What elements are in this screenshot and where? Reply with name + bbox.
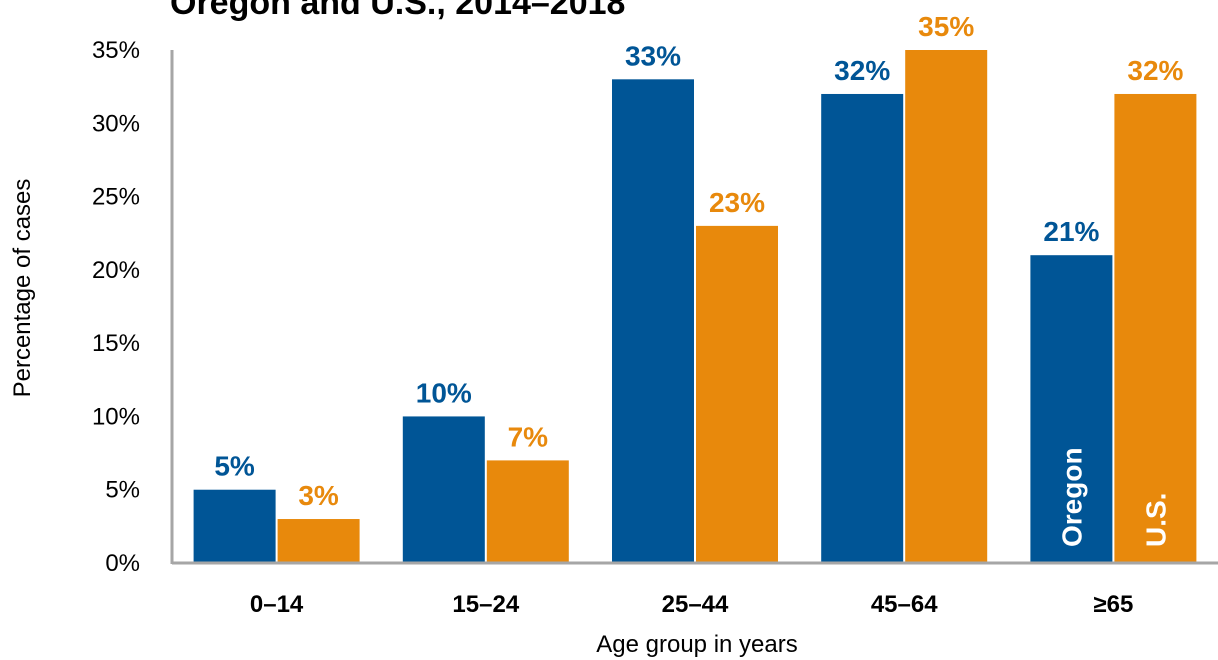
bars-group [193, 50, 1197, 564]
data-label: 5% [214, 451, 255, 482]
x-tick-label: 25–44 [662, 591, 729, 618]
data-label: 35% [918, 11, 974, 42]
in-bar-series-labels: Oregon U.S. [1056, 447, 1171, 547]
x-axis-label: Age group in years [596, 631, 797, 658]
series-name-label: Oregon [1056, 447, 1087, 547]
bar-oregon-1 [402, 416, 485, 563]
y-axis-label: Percentage of cases [9, 179, 36, 398]
data-label: 32% [1127, 55, 1183, 86]
data-label: 7% [508, 421, 549, 452]
y-tick-label: 30% [92, 110, 140, 137]
data-label: 3% [298, 480, 339, 511]
data-label: 32% [834, 55, 890, 86]
bar-u-s--2 [696, 225, 778, 563]
bar-oregon-3 [821, 93, 904, 563]
data-label: 33% [625, 40, 681, 71]
y-tick-label: 35% [92, 37, 140, 64]
y-tick-label: 15% [92, 330, 140, 357]
bar-oregon-0 [193, 489, 276, 563]
data-labels-group: 5% 3% 10% 7% 33% 23% 32% 35% 21% 32% [214, 11, 1183, 511]
bar-oregon-2 [612, 79, 694, 564]
bar-u-s--3 [905, 50, 988, 563]
chart-title: Oregon and U.S., 2014–2018 [170, 0, 625, 22]
data-label: 21% [1043, 216, 1099, 247]
x-tick-label: 0–14 [250, 591, 304, 618]
y-tick-label: 10% [92, 403, 140, 430]
y-tick-label: 20% [92, 257, 140, 284]
y-tick-label: 5% [105, 477, 140, 504]
x-axis-ticks: 0–14 15–24 25–44 45–64 ≥65 [250, 591, 1133, 618]
bar-oregon-4 [1030, 255, 1113, 563]
x-tick-label: ≥65 [1093, 591, 1133, 618]
series-name-label: U.S. [1140, 493, 1171, 547]
y-tick-label: 0% [105, 550, 140, 577]
x-tick-label: 45–64 [871, 591, 938, 618]
bar-u-s--1 [486, 460, 569, 563]
bar-u-s--0 [277, 519, 360, 563]
data-label: 10% [416, 377, 472, 408]
y-tick-label: 25% [92, 184, 140, 211]
x-tick-label: 15–24 [452, 591, 519, 618]
bar-u-s--4 [1114, 93, 1197, 563]
y-axis-ticks: 0% 5% 10% 15% 20% 25% 30% 35% [92, 37, 140, 577]
data-label: 23% [709, 187, 765, 218]
